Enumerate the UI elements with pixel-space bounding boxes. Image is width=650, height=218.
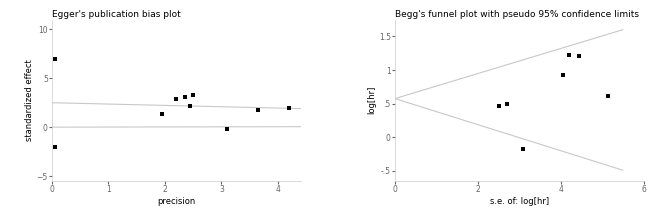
Point (157, 112, 167, 116)
Point (493, 104, 504, 107)
Point (253, 108, 263, 111)
Point (558, 73, 568, 77)
Y-axis label: standardized effect: standardized effect (25, 59, 34, 141)
Y-axis label: log[hr]: log[hr] (367, 86, 376, 114)
X-axis label: s.e. of: log[hr]: s.e. of: log[hr] (489, 197, 549, 206)
X-axis label: precision: precision (157, 197, 196, 206)
Point (179, 95, 190, 99)
Point (188, 94, 198, 97)
Point (603, 94, 614, 97)
Point (222, 127, 232, 131)
Point (564, 53, 574, 56)
Text: Begg's funnel plot with pseudo 95% confidence limits: Begg's funnel plot with pseudo 95% confi… (395, 10, 639, 19)
Point (49, 57, 60, 60)
Point (518, 147, 528, 150)
Point (185, 104, 196, 107)
Point (574, 54, 584, 58)
Point (284, 106, 294, 110)
Point (502, 102, 512, 105)
Point (49, 145, 60, 148)
Point (171, 98, 181, 101)
Text: Egger's publication bias plot: Egger's publication bias plot (52, 10, 181, 19)
